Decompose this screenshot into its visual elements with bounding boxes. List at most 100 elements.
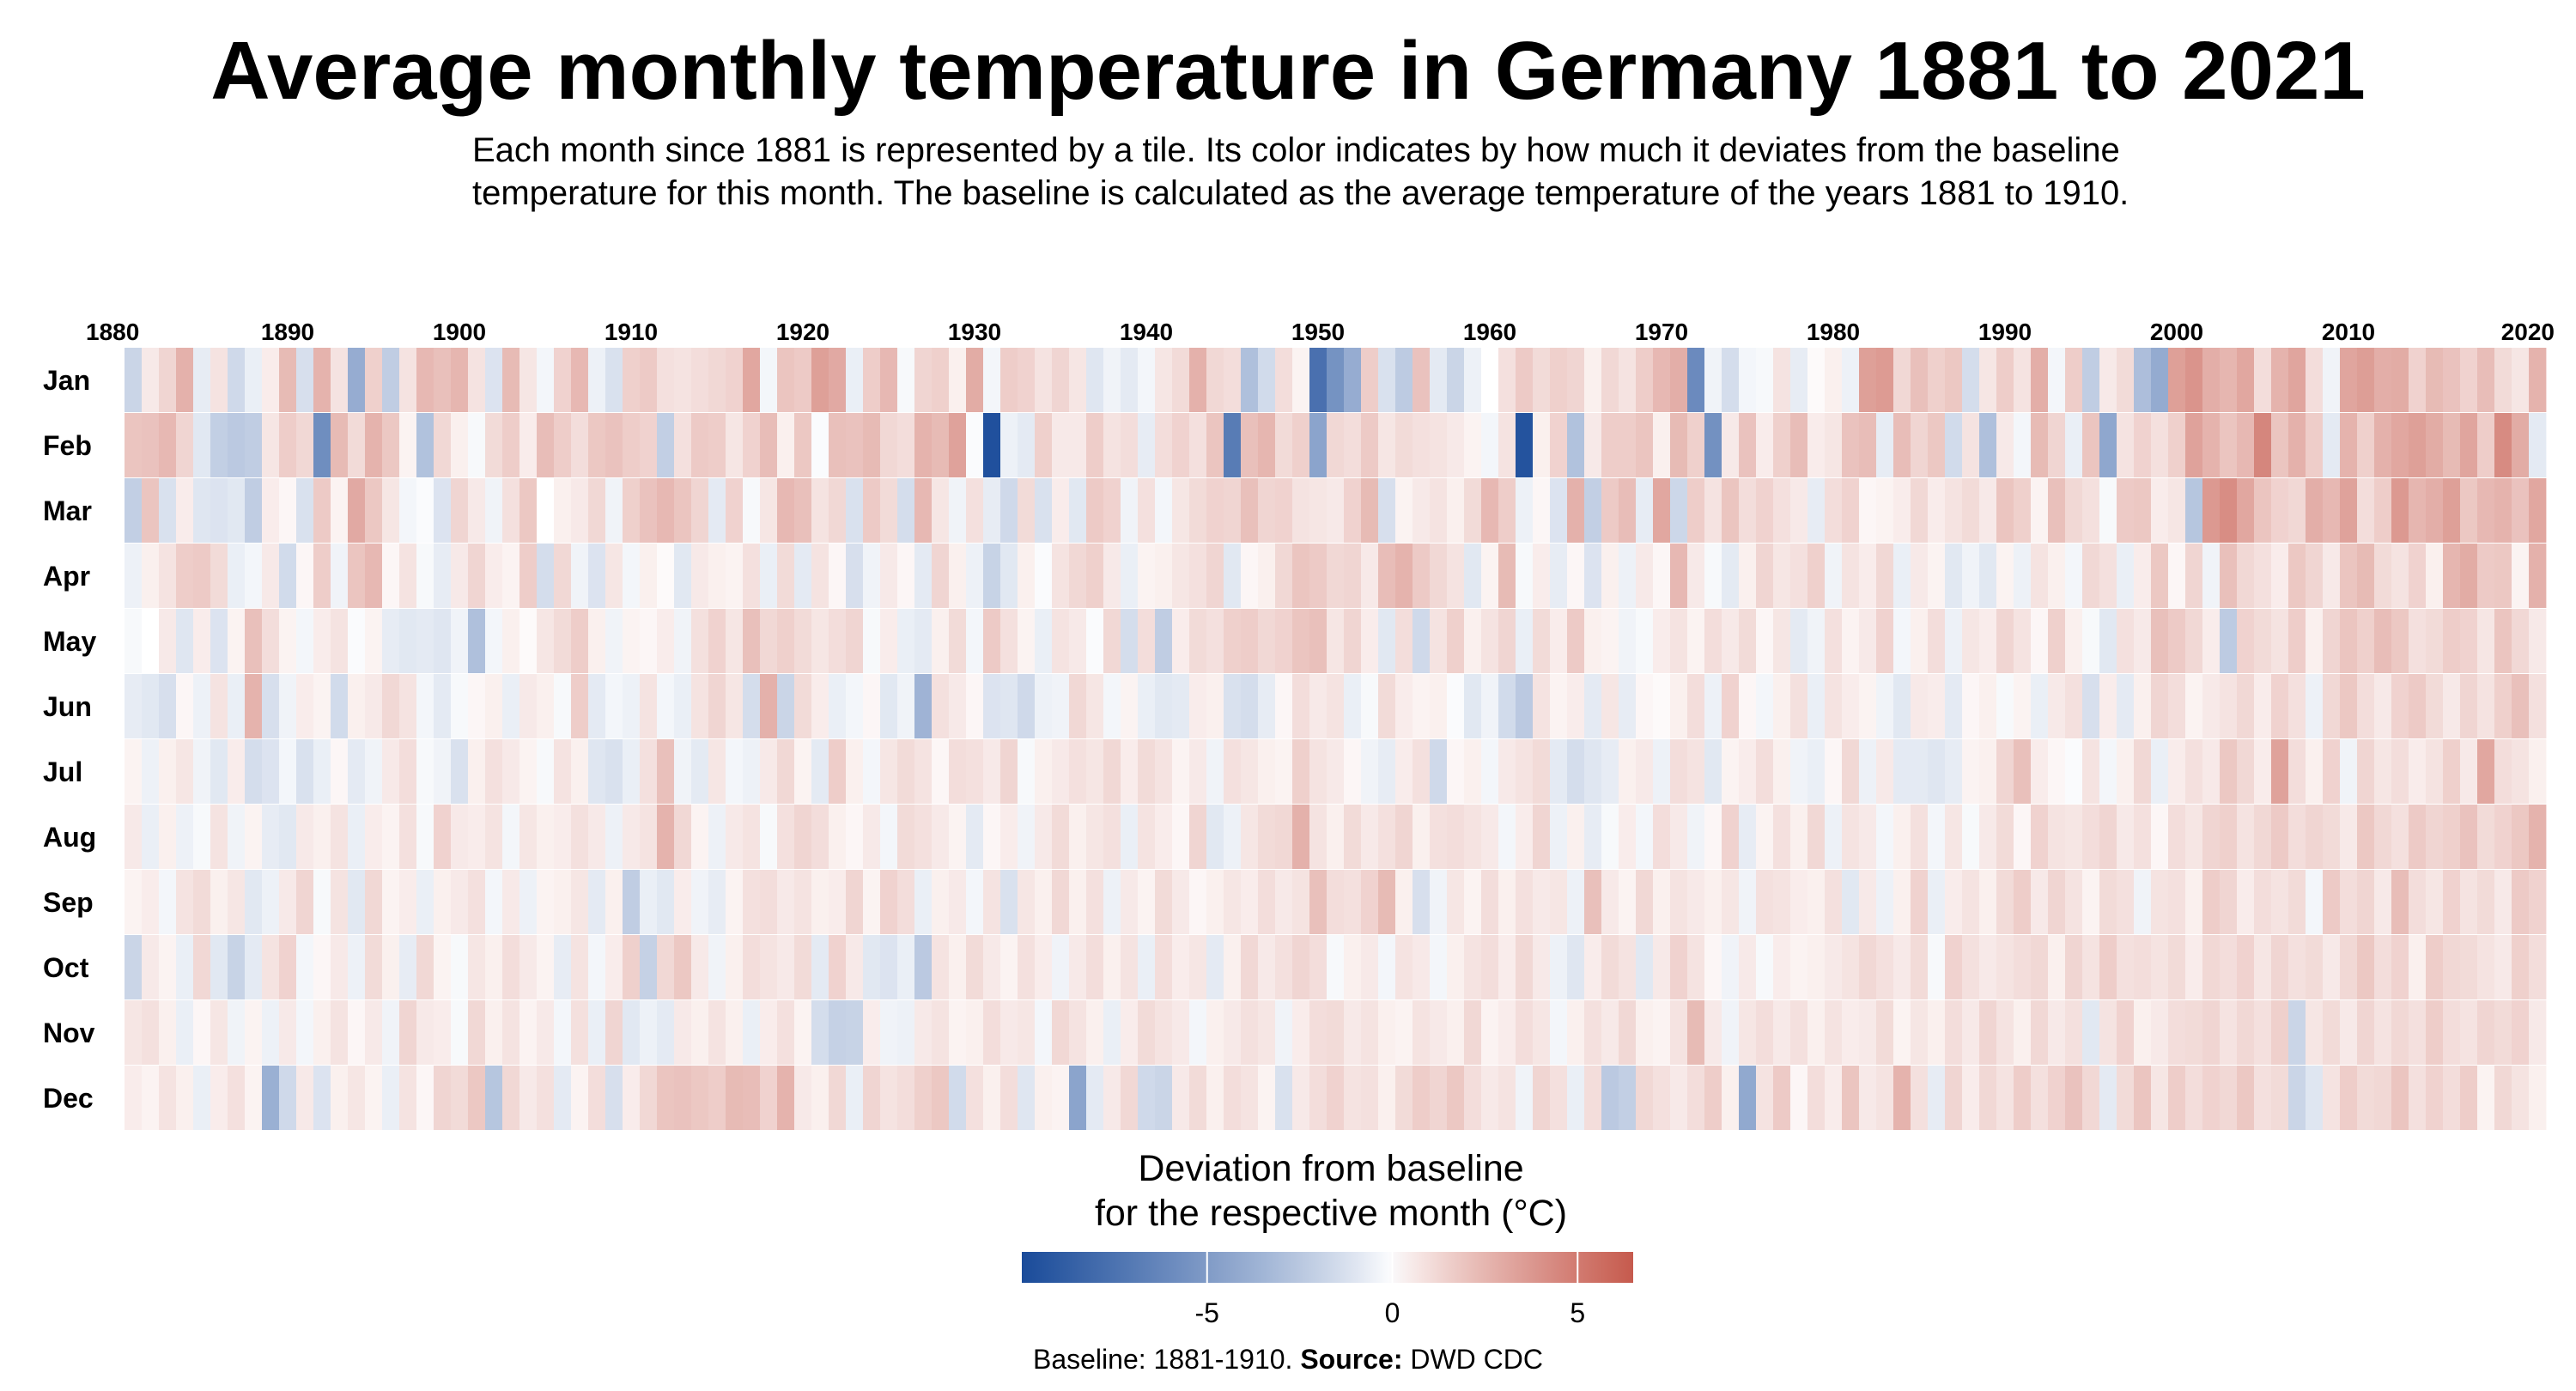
tile-dec-1939 xyxy=(1121,1066,1139,1130)
tile-jul-1884 xyxy=(176,739,194,804)
tile-jan-1920 xyxy=(794,348,812,412)
tile-dec-1926 xyxy=(897,1066,915,1130)
tile-jan-1919 xyxy=(777,348,795,412)
tile-sep-1927 xyxy=(914,870,933,934)
tile-jun-1984 xyxy=(1893,674,1911,738)
tile-jun-1979 xyxy=(1807,674,1826,738)
tile-jun-1969 xyxy=(1636,674,1654,738)
tile-dec-1969 xyxy=(1636,1066,1654,1130)
tile-nov-1919 xyxy=(777,1000,795,1065)
tile-jul-1963 xyxy=(1533,739,1551,804)
tile-sep-1955 xyxy=(1395,870,1413,934)
tile-sep-1957 xyxy=(1430,870,1448,934)
tile-jul-1902 xyxy=(485,739,503,804)
tile-sep-1946 xyxy=(1241,870,1259,934)
tile-oct-1913 xyxy=(674,935,692,999)
tile-nov-1934 xyxy=(1035,1000,1053,1065)
tile-feb-1888 xyxy=(245,413,263,477)
tile-dec-1956 xyxy=(1413,1066,1431,1130)
tile-mar-1994 xyxy=(2065,478,2083,543)
tile-apr-1892 xyxy=(313,544,331,608)
tile-nov-1893 xyxy=(331,1000,349,1065)
tile-aug-1935 xyxy=(1052,805,1070,869)
tile-jan-1943 xyxy=(1189,348,1207,412)
tile-nov-1998 xyxy=(2134,1000,2152,1065)
tile-jun-1950 xyxy=(1309,674,1327,738)
tile-apr-1973 xyxy=(1704,544,1722,608)
tile-sep-1889 xyxy=(262,870,280,934)
tile-jan-1975 xyxy=(1739,348,1757,412)
tile-jul-1899 xyxy=(434,739,452,804)
tile-jul-2005 xyxy=(2254,739,2272,804)
tile-aug-1918 xyxy=(760,805,778,869)
tile-jun-1961 xyxy=(1498,674,1516,738)
tile-aug-1981 xyxy=(1842,805,1860,869)
tile-mar-1905 xyxy=(537,478,555,543)
tile-oct-1954 xyxy=(1378,935,1396,999)
tile-apr-2003 xyxy=(2220,544,2238,608)
tile-jan-1918 xyxy=(760,348,778,412)
tile-sep-1892 xyxy=(313,870,331,934)
tile-may-1900 xyxy=(451,609,469,673)
tile-sep-1909 xyxy=(605,870,623,934)
tile-jan-1922 xyxy=(829,348,847,412)
tile-may-1933 xyxy=(1018,609,1036,673)
tile-jul-2008 xyxy=(2306,739,2324,804)
tile-jun-1917 xyxy=(743,674,761,738)
tile-nov-1979 xyxy=(1807,1000,1826,1065)
tile-mar-1974 xyxy=(1722,478,1740,543)
tile-sep-1939 xyxy=(1121,870,1139,934)
tile-jul-1983 xyxy=(1876,739,1894,804)
tile-nov-1975 xyxy=(1739,1000,1757,1065)
tile-nov-1905 xyxy=(537,1000,555,1065)
tile-feb-1983 xyxy=(1876,413,1894,477)
tile-mar-1890 xyxy=(279,478,297,543)
tile-aug-1993 xyxy=(2048,805,2066,869)
tile-mar-1887 xyxy=(228,478,246,543)
tile-sep-1882 xyxy=(142,870,160,934)
tile-jan-1980 xyxy=(1825,348,1843,412)
tile-aug-1969 xyxy=(1636,805,1654,869)
tile-dec-1942 xyxy=(1172,1066,1190,1130)
tile-apr-2007 xyxy=(2288,544,2306,608)
tile-sep-1978 xyxy=(1790,870,1808,934)
tile-jun-1942 xyxy=(1172,674,1190,738)
tile-sep-1902 xyxy=(485,870,503,934)
year-tick-1920: 1920 xyxy=(776,319,829,345)
tile-may-1975 xyxy=(1739,609,1757,673)
tile-oct-1991 xyxy=(2014,935,2032,999)
tile-jan-1910 xyxy=(623,348,641,412)
tile-nov-1966 xyxy=(1584,1000,1602,1065)
tile-jul-2021 xyxy=(2529,739,2547,804)
tile-may-1978 xyxy=(1790,609,1808,673)
tile-dec-1992 xyxy=(2031,1066,2049,1130)
tile-jun-1953 xyxy=(1361,674,1379,738)
tile-feb-1962 xyxy=(1516,413,1534,477)
tile-aug-2021 xyxy=(2529,805,2547,869)
tile-feb-1966 xyxy=(1584,413,1602,477)
tile-jul-2012 xyxy=(2374,739,2392,804)
tile-oct-2020 xyxy=(2512,935,2530,999)
tile-mar-1929 xyxy=(949,478,967,543)
tile-feb-1942 xyxy=(1172,413,1190,477)
tile-nov-1922 xyxy=(829,1000,847,1065)
tile-jul-1950 xyxy=(1309,739,1327,804)
tile-mar-2014 xyxy=(2409,478,2427,543)
tile-oct-1927 xyxy=(914,935,933,999)
tile-dec-1894 xyxy=(348,1066,366,1130)
tile-aug-2008 xyxy=(2306,805,2324,869)
tile-dec-1918 xyxy=(760,1066,778,1130)
tile-jun-1937 xyxy=(1086,674,1104,738)
tile-sep-2015 xyxy=(2426,870,2444,934)
tile-feb-1985 xyxy=(1911,413,1929,477)
tile-aug-1911 xyxy=(640,805,658,869)
tile-feb-2007 xyxy=(2288,413,2306,477)
tile-aug-1909 xyxy=(605,805,623,869)
tile-jun-1963 xyxy=(1533,674,1551,738)
tile-jan-1881 xyxy=(125,348,143,412)
tile-dec-1923 xyxy=(846,1066,864,1130)
tile-nov-1974 xyxy=(1722,1000,1740,1065)
tile-feb-1995 xyxy=(2082,413,2100,477)
tile-jul-1929 xyxy=(949,739,967,804)
tile-mar-1950 xyxy=(1309,478,1327,543)
